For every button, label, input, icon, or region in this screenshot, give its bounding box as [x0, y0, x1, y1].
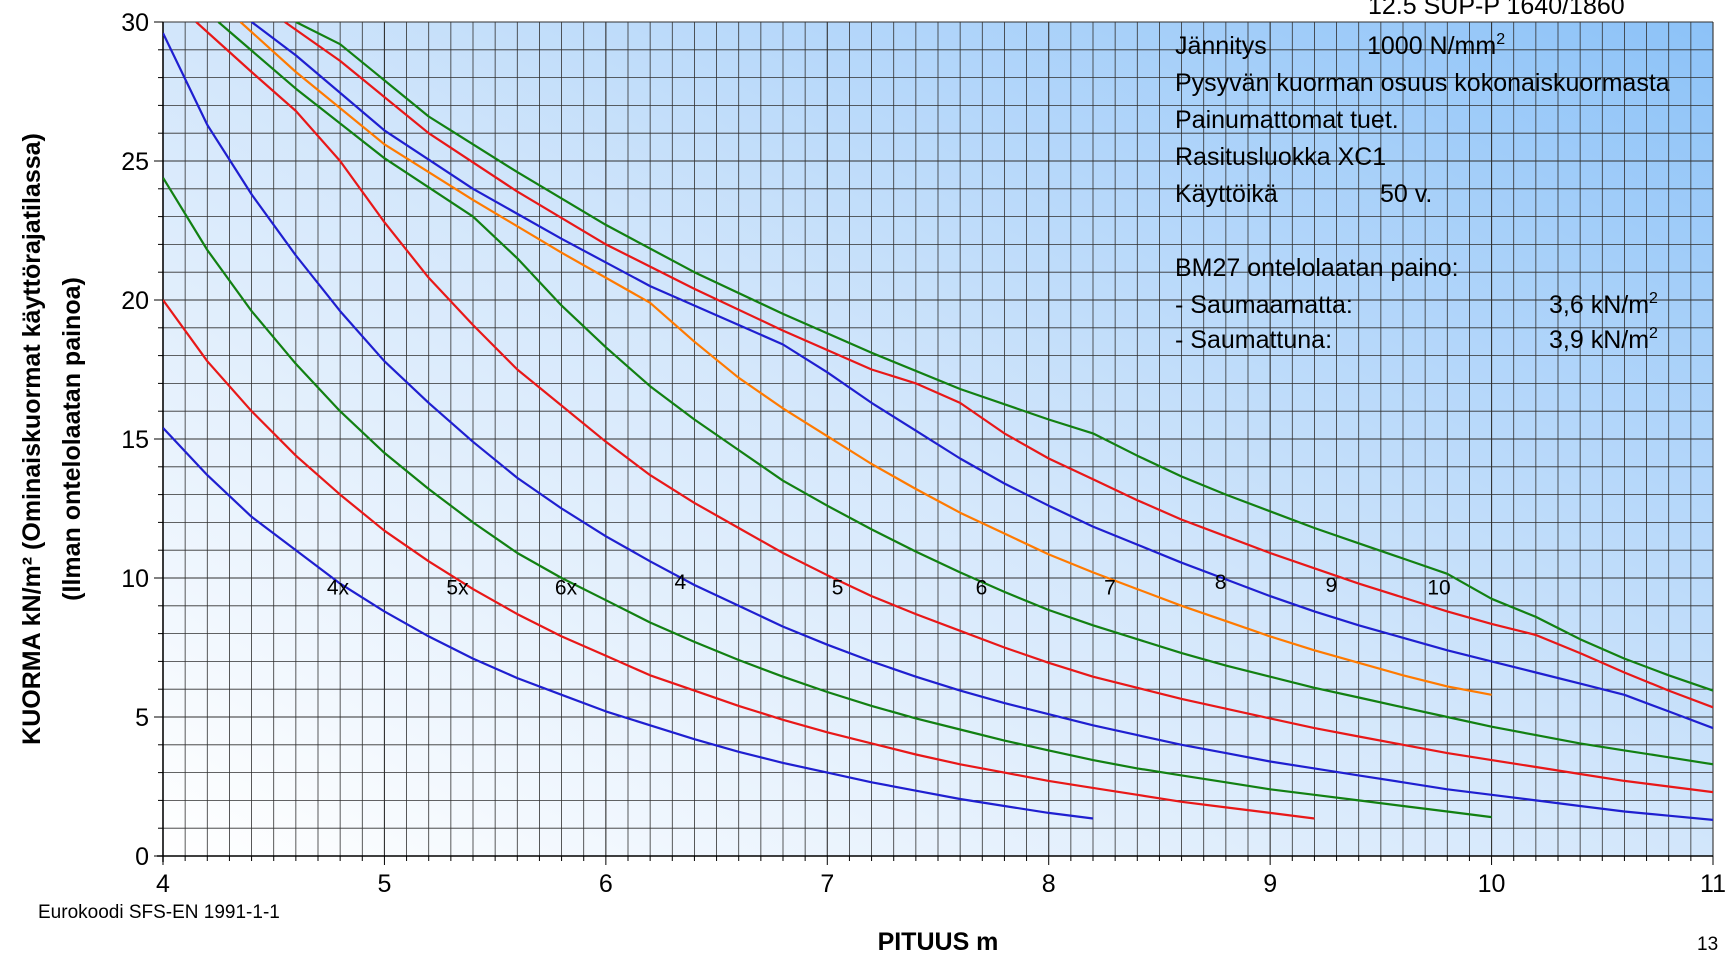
footer-source: Eurokoodi SFS-EN 1991-1-1 [38, 902, 280, 923]
x-tick-label: 9 [1263, 870, 1277, 898]
series-line-5-red [195, 22, 1713, 794]
info-weight-title: BM27 ontelolaatan paino: [1175, 254, 1459, 282]
series-line-6-green [217, 22, 1713, 766]
series-line-8-blue [250, 22, 1713, 730]
curve-labels: 4x 5x 6x 4 5 6 7 8 9 10 [327, 571, 1451, 600]
curve-label: 6 [976, 577, 988, 600]
x-tick-label: 7 [820, 870, 834, 898]
info-line4: Rasitusluokka XC1 [1175, 143, 1386, 171]
curve-label: 4x [327, 577, 350, 600]
y-tick-label: 10 [121, 565, 149, 593]
series-line-3-green [163, 177, 1492, 819]
y-tick-label: 5 [135, 704, 149, 732]
info-row2-value: 3,9 kN/m2 [1549, 325, 1658, 354]
y-tick-label: 25 [121, 148, 149, 176]
info-life-value: 50 v. [1380, 180, 1432, 208]
info-line2: Pysyvän kuorman osuus kokonaiskuormasta [1175, 69, 1670, 97]
info-row1-sup: 2 [1649, 290, 1658, 307]
curve-label: 7 [1104, 577, 1116, 600]
axes [154, 21, 1714, 865]
info-life-label: Käyttöikä [1175, 180, 1278, 208]
x-tick-label: 6 [599, 870, 613, 898]
curve-label: 5x [446, 577, 469, 600]
info-top-spec: 12.5 SUP-P 1640/1860 [1368, 0, 1625, 20]
curve-label: 9 [1326, 574, 1338, 597]
y-axis-title-line1: KUORMA kN/m² (Ominaiskuormat käyttörajat… [18, 133, 46, 745]
curve-label: 8 [1215, 571, 1227, 594]
info-stress-sup: 2 [1496, 31, 1505, 48]
y-tick-label: 0 [135, 843, 149, 871]
series-line-10-green [295, 22, 1713, 692]
y-tick-label: 20 [121, 287, 149, 315]
info-row1-label: - Saumaamatta: [1175, 291, 1353, 319]
info-row2-label: - Saumattuna: [1175, 326, 1332, 354]
info-row2-sup: 2 [1649, 325, 1658, 342]
footer-page-number: 13 [1697, 934, 1718, 955]
series-line-7-orange [239, 22, 1492, 696]
info-line3: Painumattomat tuet. [1175, 106, 1399, 134]
series-line-9-red [284, 22, 1713, 709]
series-line-1-blue [163, 427, 1094, 820]
x-tick-labels: 4 5 6 7 8 9 10 11 [156, 870, 1726, 898]
y-tick-labels: 0 5 10 15 20 25 30 [121, 9, 149, 871]
info-row1-value: 3,6 kN/m2 [1549, 290, 1658, 319]
info-stress-value: 1000 N/mm2 [1367, 31, 1505, 60]
series-line-4-blue [163, 32, 1713, 821]
x-tick-label: 4 [156, 870, 170, 898]
info-stress-label: Jännitys [1175, 32, 1267, 60]
x-tick-label: 8 [1042, 870, 1056, 898]
y-tick-label: 30 [121, 9, 149, 37]
curve-label: 10 [1427, 577, 1450, 600]
curve-label: 5 [832, 577, 844, 600]
x-axis-title: PITUUS m [878, 928, 999, 955]
series-group [163, 22, 1713, 821]
x-tick-label: 11 [1700, 870, 1726, 898]
y-tick-label: 15 [121, 426, 149, 454]
series-line-2-red [163, 299, 1315, 820]
curve-label: 6x [555, 577, 578, 600]
x-tick-label: 10 [1478, 870, 1506, 898]
x-tick-label: 5 [377, 870, 391, 898]
curve-label: 4 [675, 571, 687, 594]
y-axis-title-line2: (Ilman ontelolaatan painoa) [58, 277, 86, 601]
